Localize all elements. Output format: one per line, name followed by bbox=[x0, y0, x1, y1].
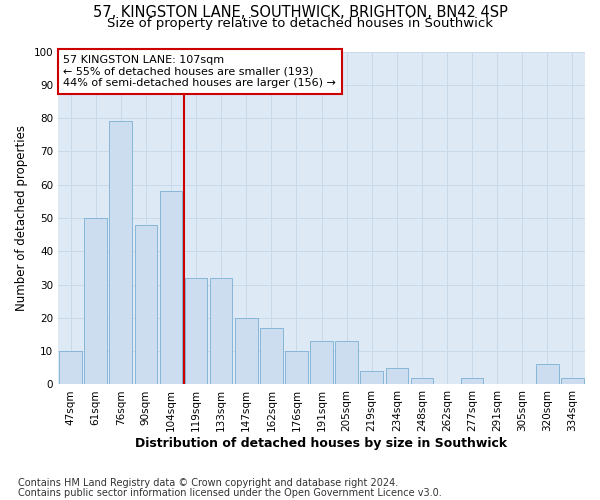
Bar bbox=[235, 318, 257, 384]
Bar bbox=[59, 351, 82, 384]
X-axis label: Distribution of detached houses by size in Southwick: Distribution of detached houses by size … bbox=[136, 437, 508, 450]
Bar bbox=[335, 341, 358, 384]
Bar bbox=[361, 371, 383, 384]
Text: 57, KINGSTON LANE, SOUTHWICK, BRIGHTON, BN42 4SP: 57, KINGSTON LANE, SOUTHWICK, BRIGHTON, … bbox=[92, 5, 508, 20]
Bar bbox=[285, 351, 308, 384]
Bar bbox=[85, 218, 107, 384]
Bar bbox=[386, 368, 408, 384]
Bar bbox=[185, 278, 208, 384]
Bar bbox=[461, 378, 484, 384]
Bar bbox=[109, 122, 132, 384]
Text: Size of property relative to detached houses in Southwick: Size of property relative to detached ho… bbox=[107, 18, 493, 30]
Bar bbox=[134, 224, 157, 384]
Bar bbox=[210, 278, 232, 384]
Text: Contains public sector information licensed under the Open Government Licence v3: Contains public sector information licen… bbox=[18, 488, 442, 498]
Bar bbox=[160, 192, 182, 384]
Bar bbox=[260, 328, 283, 384]
Text: 57 KINGSTON LANE: 107sqm
← 55% of detached houses are smaller (193)
44% of semi-: 57 KINGSTON LANE: 107sqm ← 55% of detach… bbox=[64, 55, 336, 88]
Text: Contains HM Land Registry data © Crown copyright and database right 2024.: Contains HM Land Registry data © Crown c… bbox=[18, 478, 398, 488]
Bar bbox=[410, 378, 433, 384]
Bar bbox=[561, 378, 584, 384]
Bar bbox=[310, 341, 333, 384]
Y-axis label: Number of detached properties: Number of detached properties bbox=[15, 125, 28, 311]
Bar bbox=[536, 364, 559, 384]
